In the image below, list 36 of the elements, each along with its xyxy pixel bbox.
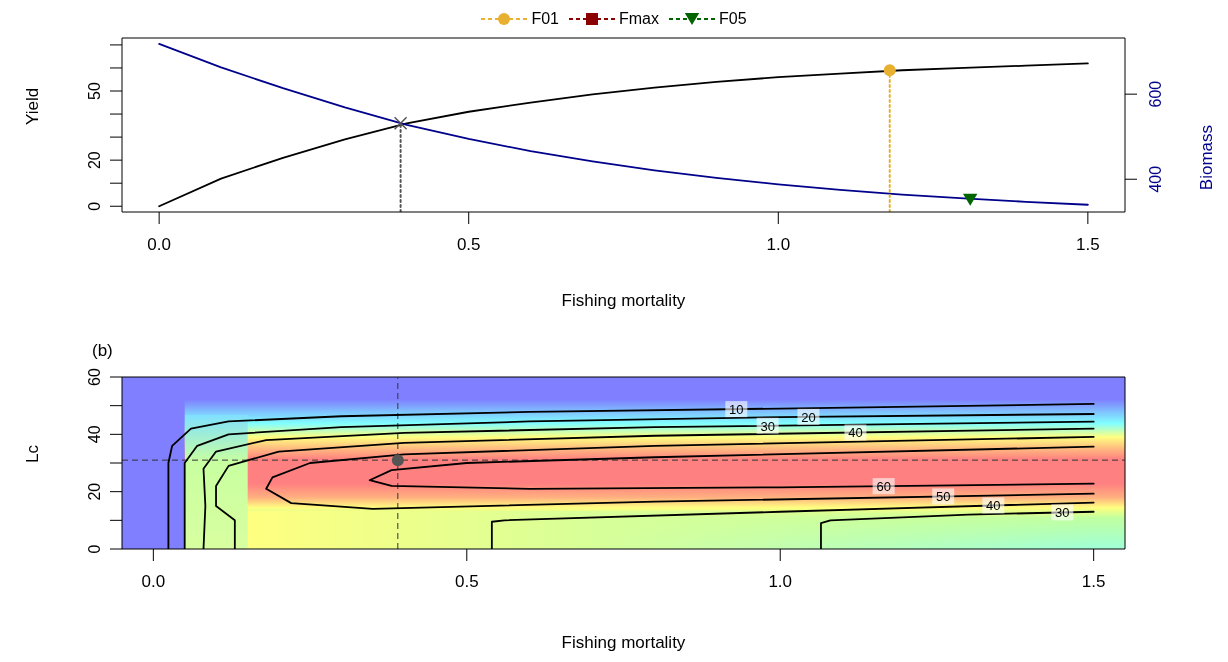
line-series <box>368 445 1095 490</box>
y-tick-label: 40 <box>86 425 103 444</box>
series-label: 20 <box>801 409 816 425</box>
series-label: 30 <box>1055 505 1070 521</box>
x-axis-title: Fishing mortality <box>561 291 686 310</box>
y-axis-title: Yield <box>23 87 43 125</box>
y-tick-label: 0 <box>86 201 103 211</box>
x-tick-label: 0.5 <box>456 235 481 255</box>
series-label: 40 <box>848 425 863 441</box>
y-tick-label: 20 <box>86 482 103 501</box>
x-axis-title: Fishing mortality <box>561 633 686 652</box>
y-tick-label: 0 <box>86 544 103 554</box>
chart-title: (b) <box>92 341 113 361</box>
x-tick-label: 0.0 <box>141 572 166 592</box>
legend-label: F05 <box>719 10 747 28</box>
x-tick-label: 0.0 <box>147 235 171 255</box>
y-axis-title: Lc <box>23 444 43 463</box>
series-label: 60 <box>876 479 891 495</box>
legend-label: Fmax <box>619 10 659 28</box>
y-tick-label: 20 <box>86 151 103 170</box>
x-tick-label: 1.0 <box>766 235 791 255</box>
x-tick-label: 1.0 <box>768 572 793 592</box>
x-tick-label: 0.5 <box>454 572 479 592</box>
series-label: 10 <box>729 402 744 418</box>
y2-axis-title: Biomass <box>1197 125 1217 191</box>
series-label: 40 <box>986 498 1001 514</box>
y2-tick-label: 600 <box>1147 80 1164 108</box>
series-label: 50 <box>935 489 951 505</box>
y-tick-label: 60 <box>86 368 103 386</box>
line-series <box>265 436 1095 510</box>
y-tick-label: 50 <box>86 82 103 100</box>
x-tick-label: 1.5 <box>1076 235 1100 255</box>
series-label: 30 <box>760 418 775 434</box>
x-tick-label: 1.5 <box>1081 572 1106 592</box>
legend-label: F01 <box>531 10 559 28</box>
y2-tick-label: 400 <box>1147 165 1164 193</box>
